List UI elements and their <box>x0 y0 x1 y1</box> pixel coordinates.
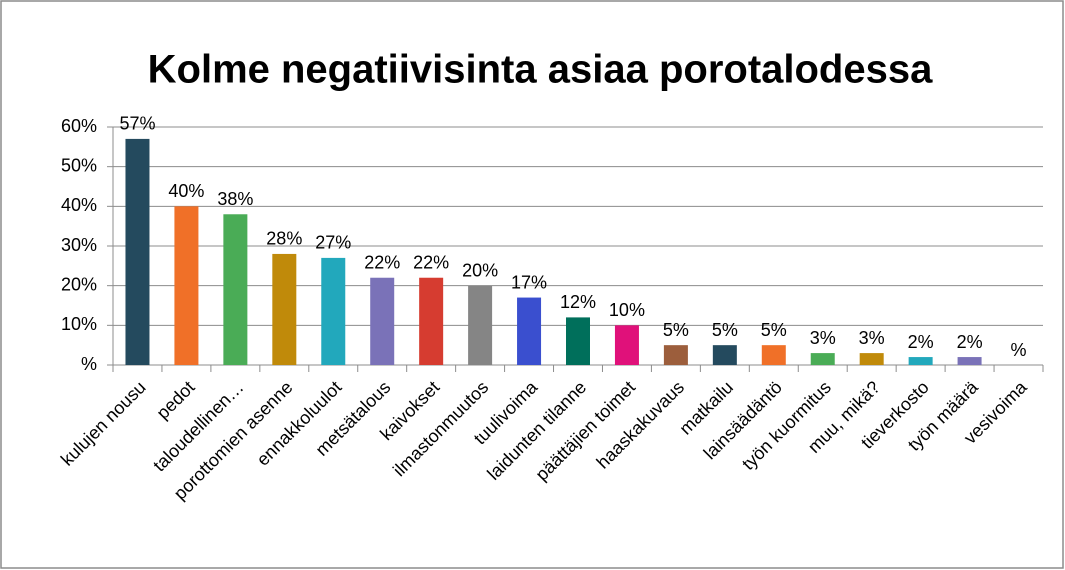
bar <box>663 345 688 365</box>
bar <box>566 317 590 365</box>
bar <box>468 285 493 365</box>
value-label: 3% <box>859 328 885 348</box>
chart-title: Kolme negatiivisinta asiaa porotalodessa <box>148 48 933 92</box>
y-tick-label: 60% <box>61 116 97 136</box>
bar <box>223 214 248 365</box>
bar <box>614 325 639 365</box>
value-label: 38% <box>217 189 253 209</box>
bar <box>957 357 982 365</box>
value-label: 12% <box>560 292 596 312</box>
value-label: 40% <box>168 181 204 201</box>
value-label: 2% <box>908 332 934 352</box>
value-label: 22% <box>413 252 449 272</box>
bar <box>174 206 199 365</box>
bar <box>321 257 346 365</box>
y-tick-label: 30% <box>61 235 97 255</box>
value-label: 10% <box>609 300 645 320</box>
bar <box>125 138 150 365</box>
bar <box>810 353 835 365</box>
value-label: 20% <box>462 260 498 280</box>
bar <box>419 277 444 365</box>
value-label: 5% <box>761 320 787 340</box>
y-tick-label: 10% <box>61 314 97 334</box>
value-label: 5% <box>663 320 689 340</box>
bar <box>272 253 297 365</box>
value-label: 5% <box>712 320 738 340</box>
bar <box>370 277 395 365</box>
y-tick-label: % <box>81 354 97 374</box>
bar <box>761 345 786 365</box>
bar <box>712 345 737 365</box>
value-label: 27% <box>315 233 351 253</box>
value-label: % <box>1011 340 1027 360</box>
value-label: 3% <box>810 328 836 348</box>
value-label: 22% <box>364 252 400 272</box>
y-tick-label: 50% <box>61 155 97 175</box>
bar <box>517 297 542 365</box>
y-tick-label: 40% <box>61 195 97 215</box>
bar <box>908 357 933 365</box>
value-label: 2% <box>957 332 983 352</box>
bar <box>859 353 884 365</box>
y-tick-label: 20% <box>61 274 97 294</box>
value-label: 57% <box>119 114 155 134</box>
value-label: 28% <box>266 229 302 249</box>
value-label: 17% <box>511 272 547 292</box>
